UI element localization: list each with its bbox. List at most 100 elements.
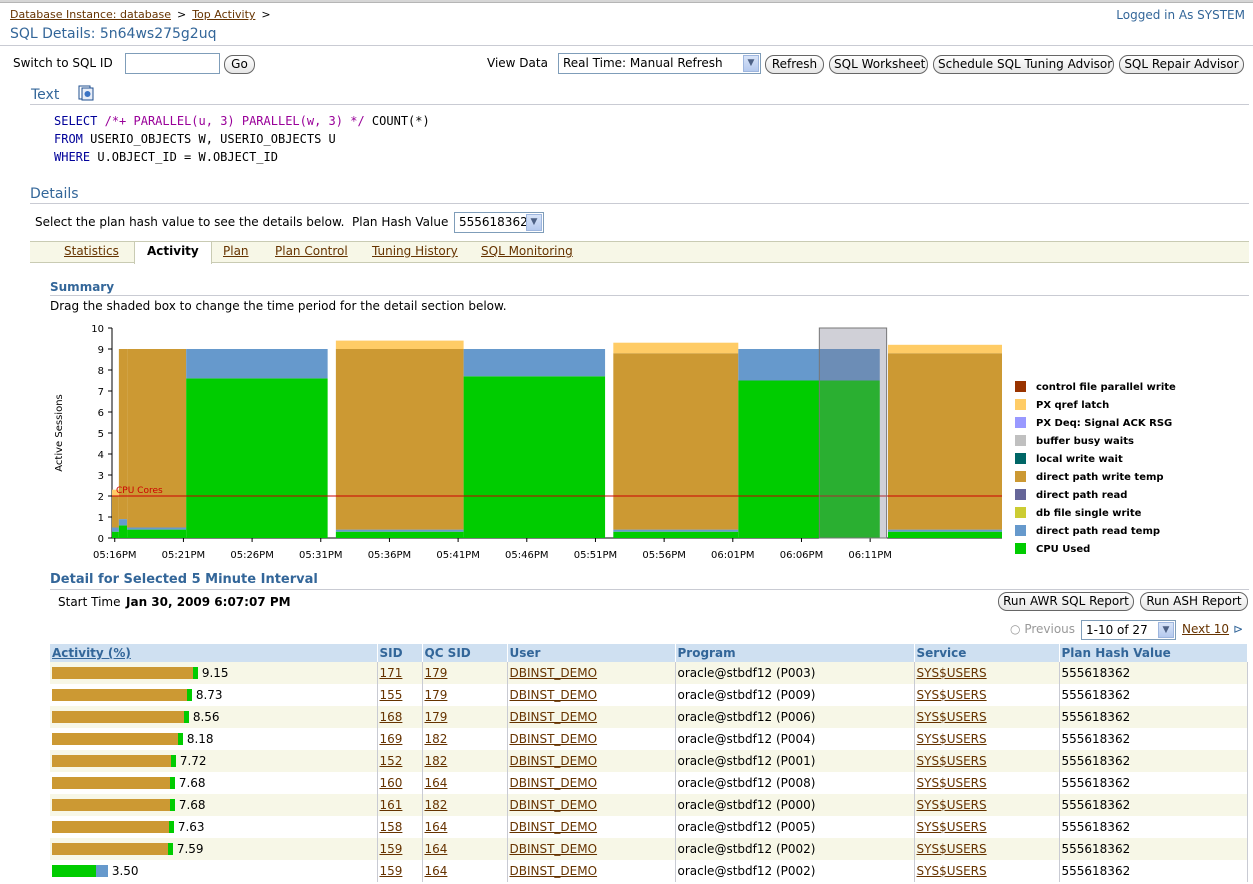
- qc-sid-cell[interactable]: 182: [422, 794, 508, 816]
- start-time-label: Start Time: [58, 595, 121, 609]
- next-page-link[interactable]: Next 10: [1182, 622, 1230, 636]
- activity-cell: 8.73: [50, 684, 378, 706]
- start-time-value: Jan 30, 2009 6:07:07 PM: [126, 595, 291, 609]
- page-range-select[interactable]: 1-10 of 27 ▼: [1081, 620, 1176, 640]
- user-cell[interactable]: DBINST_DEMO: [507, 860, 676, 882]
- user-cell[interactable]: DBINST_DEMO: [507, 816, 676, 838]
- service-cell[interactable]: SYS$USERS: [914, 794, 1060, 816]
- qc-sid-cell[interactable]: 182: [422, 750, 508, 772]
- service-cell[interactable]: SYS$USERS: [914, 860, 1060, 882]
- service-cell[interactable]: SYS$USERS: [914, 728, 1060, 750]
- column-sid: SID: [377, 644, 423, 662]
- next-arrow-icon[interactable]: ⊳: [1233, 622, 1244, 636]
- run-awr-sql-report-button[interactable]: Run AWR SQL Report: [998, 592, 1134, 611]
- plan-hash-cell: 555618362: [1059, 684, 1248, 706]
- area-segment-qref: [335, 340, 464, 349]
- chevron-down-icon[interactable]: ▼: [526, 214, 542, 231]
- user-cell[interactable]: DBINST_DEMO: [507, 794, 676, 816]
- sql-worksheet-button[interactable]: SQL Worksheet: [829, 55, 928, 74]
- selection-box[interactable]: [818, 327, 888, 539]
- user-cell[interactable]: DBINST_DEMO: [507, 728, 676, 750]
- qc-sid-cell[interactable]: 164: [422, 772, 508, 794]
- refresh-button[interactable]: Refresh: [765, 55, 824, 74]
- plan-hash-value: 555618362: [459, 215, 528, 229]
- qc-sid-cell[interactable]: 179: [422, 706, 508, 728]
- copy-sql-icon[interactable]: [78, 85, 94, 101]
- activity-chart[interactable]: 0 1 2 3 4 5 6 7 8 9 10 Active Sessions 05:16PM 05:21P…: [40, 318, 1010, 568]
- qc-sid-cell[interactable]: 179: [422, 662, 508, 684]
- legend-label: CPU Used: [1036, 544, 1091, 555]
- service-cell[interactable]: SYS$USERS: [914, 684, 1060, 706]
- sid-cell[interactable]: 159: [377, 860, 423, 882]
- breadcrumb-top-activity[interactable]: Top Activity: [192, 8, 256, 21]
- legend-label: buffer busy waits: [1036, 436, 1134, 447]
- service-cell[interactable]: SYS$USERS: [914, 662, 1060, 684]
- area-segment-cpu: [463, 376, 606, 538]
- tab-activity[interactable]: Activity: [134, 241, 212, 264]
- activity-bar: [52, 689, 187, 701]
- sid-cell[interactable]: 158: [377, 816, 423, 838]
- area-segment-dprt: [738, 349, 880, 381]
- legend-item: direct path write temp: [1015, 471, 1164, 483]
- user-cell[interactable]: DBINST_DEMO: [507, 706, 676, 728]
- user-cell[interactable]: DBINST_DEMO: [507, 772, 676, 794]
- program-cell: oracle@stbdf12 (P008): [675, 772, 915, 794]
- qc-sid-cell[interactable]: 179: [422, 684, 508, 706]
- sql-repair-advisor-button[interactable]: SQL Repair Advisor: [1119, 55, 1244, 74]
- qc-sid-cell[interactable]: 164: [422, 816, 508, 838]
- tab-tuning-history[interactable]: Tuning History: [372, 244, 458, 258]
- schedule-sql-tuning-advisor-button[interactable]: Schedule SQL Tuning Advisor: [933, 55, 1114, 74]
- service-cell[interactable]: SYS$USERS: [914, 750, 1060, 772]
- sid-cell[interactable]: 152: [377, 750, 423, 772]
- user-cell[interactable]: DBINST_DEMO: [507, 750, 676, 772]
- breadcrumb-database-instance[interactable]: Database Instance: database: [10, 8, 171, 21]
- tab-statistics[interactable]: Statistics: [64, 244, 119, 258]
- breadcrumb-separator: >: [176, 8, 187, 21]
- user-cell[interactable]: DBINST_DEMO: [507, 662, 676, 684]
- go-button[interactable]: Go: [224, 55, 255, 74]
- qc-sid-cell[interactable]: 164: [422, 860, 508, 882]
- y-tick-label: 8: [98, 366, 104, 377]
- sid-cell[interactable]: 169: [377, 728, 423, 750]
- area-segment-dprt: [186, 349, 328, 379]
- area-segment-dpwt: [613, 353, 739, 530]
- sid-cell[interactable]: 160: [377, 772, 423, 794]
- x-tick-label: 05:16PM: [93, 550, 136, 561]
- user-cell[interactable]: DBINST_DEMO: [507, 838, 676, 860]
- qc-sid-cell[interactable]: 164: [422, 838, 508, 860]
- service-cell[interactable]: SYS$USERS: [914, 706, 1060, 728]
- user-cell[interactable]: DBINST_DEMO: [507, 684, 676, 706]
- top-border: [0, 0, 1253, 3]
- sql-id-input[interactable]: [125, 53, 220, 74]
- sid-cell[interactable]: 159: [377, 838, 423, 860]
- x-tick-label: 05:31PM: [299, 550, 342, 561]
- sid-cell[interactable]: 171: [377, 662, 423, 684]
- sid-cell[interactable]: 161: [377, 794, 423, 816]
- qc-sid-cell[interactable]: 182: [422, 728, 508, 750]
- activity-bar: [184, 711, 189, 723]
- tab-sql-monitoring[interactable]: SQL Monitoring: [481, 244, 573, 258]
- y-tick-label: 7: [98, 387, 104, 398]
- tab-plan[interactable]: Plan: [223, 244, 249, 258]
- activity-bar: [96, 865, 108, 877]
- view-data-select[interactable]: Real Time: Manual Refresh ▼: [558, 53, 761, 74]
- chevron-down-icon[interactable]: ▼: [1158, 622, 1174, 638]
- sid-cell[interactable]: 168: [377, 706, 423, 728]
- tab-plan-control[interactable]: Plan Control: [275, 244, 348, 258]
- column-user: User: [507, 644, 676, 662]
- plan-hash-select[interactable]: 555618362 ▼: [454, 212, 544, 233]
- area-segment-dprt: [112, 527, 119, 532]
- legend-label: direct path read temp: [1036, 526, 1161, 537]
- area-segment-cpu: [127, 529, 187, 538]
- service-cell[interactable]: SYS$USERS: [914, 772, 1060, 794]
- program-cell: oracle@stbdf12 (P001): [675, 750, 915, 772]
- service-cell[interactable]: SYS$USERS: [914, 838, 1060, 860]
- service-cell[interactable]: SYS$USERS: [914, 816, 1060, 838]
- column-program: Program: [675, 644, 915, 662]
- run-ash-report-button[interactable]: Run ASH Report: [1140, 592, 1248, 611]
- sid-cell[interactable]: 155: [377, 684, 423, 706]
- area-segment-qref: [888, 344, 1002, 354]
- column-activity[interactable]: Activity (%): [50, 644, 378, 662]
- table-row: 3.50 159 164 DBINST_DEMO oracle@stbdf12 (P00…: [50, 860, 1248, 882]
- chevron-down-icon[interactable]: ▼: [743, 55, 759, 72]
